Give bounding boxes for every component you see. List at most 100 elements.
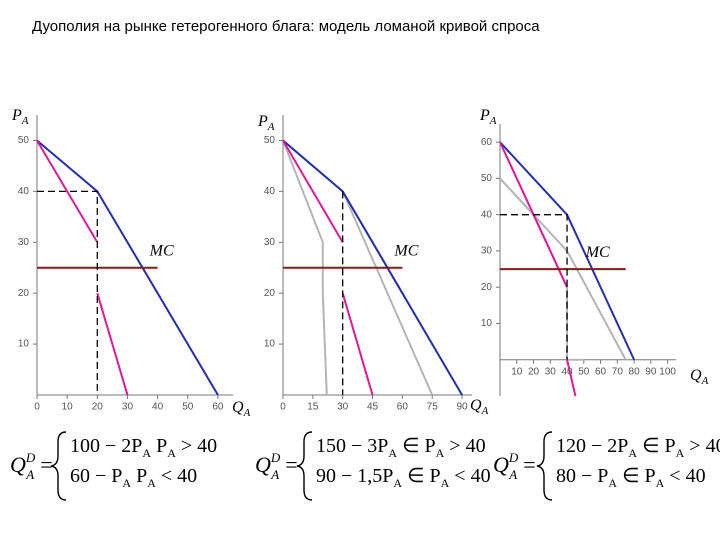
x-tick-label: 45: [367, 402, 379, 413]
formula-lhs: QD A =: [493, 450, 536, 482]
series-line: [36, 139, 129, 396]
y-tick-label: 50: [481, 173, 493, 184]
formula-lhs: QD A =: [255, 450, 298, 482]
braces: [50, 431, 553, 501]
x-axis-label: QA: [232, 399, 251, 419]
x-tick-label: 10: [511, 366, 523, 377]
lhs-var: Q: [255, 452, 271, 477]
row-sub: A: [142, 446, 151, 460]
y-tick-label: 40: [264, 186, 276, 197]
x-tick-label: 30: [545, 366, 557, 377]
row-sub: A: [167, 446, 176, 460]
y-axis-label-sub: A: [267, 121, 275, 133]
row-text: 120 − 2P: [556, 435, 628, 457]
y-axis-label-main: P: [11, 107, 22, 124]
row-text: P: [131, 465, 147, 487]
y-tick-label: 30: [481, 246, 493, 257]
row-sub: A: [441, 476, 450, 490]
x-tick-label: 30: [122, 402, 134, 413]
row-sub: A: [436, 446, 445, 460]
y-tick-label: 20: [18, 288, 30, 299]
row-text: < 40: [449, 465, 490, 487]
x-tick-label: 10: [62, 402, 74, 413]
x-axis-label-sub: A: [481, 405, 489, 417]
x-tick-label: 15: [307, 402, 319, 413]
lhs-eq: =: [40, 452, 52, 477]
x-tick-label: 60: [212, 402, 224, 413]
row-text: ∈ P: [402, 465, 441, 487]
x-axis-label-sub: A: [701, 375, 709, 387]
y-tick-label: 40: [481, 209, 493, 220]
x-axis-label: QA: [690, 367, 709, 387]
row-text: > 40: [684, 435, 720, 457]
x-axis-label: QA: [470, 397, 489, 417]
guide-line: [37, 190, 98, 395]
y-tick-label: 10: [481, 318, 493, 329]
lhs-sub: A: [508, 467, 517, 482]
lhs-sub: A: [25, 467, 34, 482]
x-axis-label-main: Q: [690, 367, 702, 384]
lhs-var: Q: [10, 452, 26, 477]
x-tick-label: 60: [397, 402, 409, 413]
row-text: ∈ P: [637, 435, 676, 457]
lhs-eq: =: [523, 452, 535, 477]
y-tick-label: 60: [481, 137, 493, 148]
row-text: 90 − 1,5P: [316, 465, 393, 487]
y-tick-label: 30: [18, 237, 30, 248]
row-text: 100 − 2P: [70, 435, 142, 457]
formula-row: 120 − 2PA ∈ PA > 40: [556, 435, 720, 460]
row-sub: A: [147, 476, 156, 490]
lhs-sup: D: [508, 450, 519, 465]
y-axis-label-sub: A: [489, 115, 497, 127]
row-text: P: [151, 435, 167, 457]
y-axis-label-sub: A: [21, 115, 29, 127]
x-tick-label: 50: [578, 366, 590, 377]
row-text: ∈ P: [617, 465, 656, 487]
x-axis-label-main: Q: [470, 397, 482, 414]
y-tick-label: 50: [18, 135, 30, 146]
row-sub: A: [122, 476, 131, 490]
row-sub: A: [676, 446, 685, 460]
x-tick-label: 20: [528, 366, 540, 377]
row-sub: A: [388, 446, 397, 460]
y-tick-label: 20: [481, 282, 493, 293]
formula-row: 80 − PA ∈ PA < 40: [556, 465, 706, 490]
lhs-var: Q: [493, 452, 509, 477]
y-axis-label-main: P: [257, 113, 268, 130]
series-line: [282, 139, 374, 396]
formula-row: 90 − 1,5PA ∈ PA < 40: [316, 465, 491, 490]
row-text: > 40: [176, 435, 217, 457]
x-axis-label-sub: A: [243, 407, 251, 419]
row-text: 80 − P: [556, 465, 608, 487]
y-axis-label: PA: [257, 113, 275, 133]
y-axis-label-main: P: [479, 107, 490, 124]
row-text: > 40: [444, 435, 485, 457]
x-tick-label: 0: [280, 402, 286, 413]
x-tick-label: 40: [152, 402, 164, 413]
series-label: MC: [585, 244, 610, 261]
formula-lhs: QD A =: [10, 450, 53, 482]
guide-line: [500, 214, 568, 360]
y-tick-label: 50: [264, 135, 276, 146]
row-sub: A: [608, 476, 617, 490]
x-tick-label: 50: [182, 402, 194, 413]
formula-row: 60 − PA PA < 40: [70, 465, 197, 490]
row-text: 150 − 3P: [316, 435, 388, 457]
row-text: < 40: [664, 465, 705, 487]
y-tick-label: 30: [264, 237, 276, 248]
row-sub: A: [628, 446, 637, 460]
row-sub: A: [656, 476, 665, 490]
lhs-sup: D: [25, 450, 36, 465]
x-tick-label: 100: [659, 366, 676, 377]
lhs-sup: D: [270, 450, 281, 465]
x-tick-label: 60: [595, 366, 607, 377]
x-tick-label: 20: [92, 402, 104, 413]
lhs-sub: A: [270, 467, 279, 482]
row-text: 60 − P: [70, 465, 122, 487]
x-tick-label: 90: [645, 366, 657, 377]
x-tick-label: 75: [427, 402, 439, 413]
x-tick-label: 0: [34, 402, 40, 413]
y-tick-label: 10: [18, 339, 30, 350]
y-axis-label: PA: [479, 107, 497, 127]
